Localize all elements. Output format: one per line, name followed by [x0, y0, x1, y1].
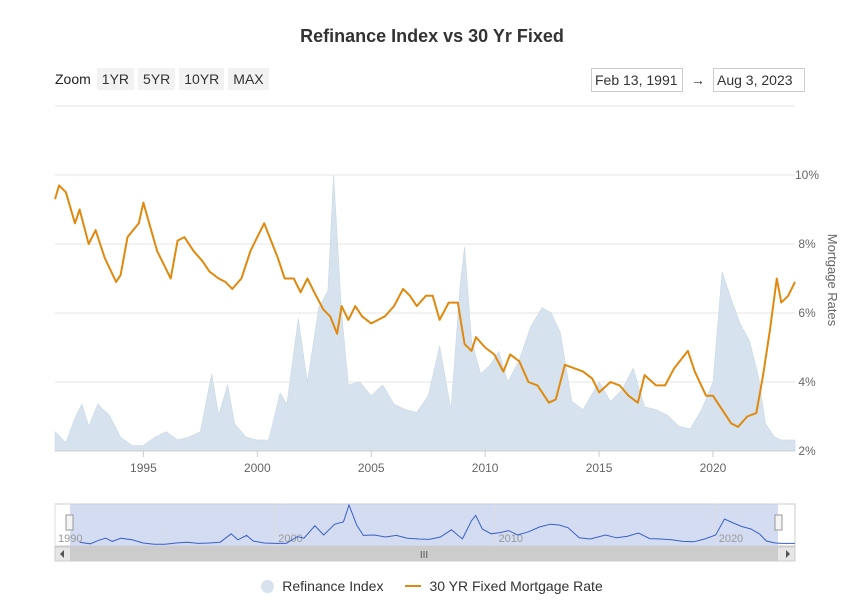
zoom-5yr-button[interactable]: 5YR: [138, 68, 176, 90]
legend-item-refinance[interactable]: Refinance Index: [261, 578, 383, 594]
legend-refinance-marker: [261, 579, 275, 593]
x-tick-label: 1995: [130, 461, 157, 475]
zoom-controls: Zoom 1YR 5YR 10YR MAX: [55, 68, 269, 90]
range-arrow: →: [691, 72, 705, 88]
legend-mortgage-marker: [405, 585, 422, 587]
navigator-tick-label: 1990: [58, 533, 82, 545]
navigator-ticks: 1990 2000 2010 2020: [54, 504, 743, 546]
navigator-tick-label: 2020: [719, 533, 743, 545]
legend-mortgage-label: 30 YR Fixed Mortgage Rate: [429, 578, 603, 594]
navigator-left-handle[interactable]: [65, 514, 74, 531]
legend-refinance-label: Refinance Index: [282, 578, 384, 594]
zoom-max-button[interactable]: MAX: [228, 68, 269, 90]
navigator-tick-label: 2000: [278, 533, 302, 545]
y-tick-label: 4%: [798, 375, 816, 389]
date-range: Feb 13, 1991 → Aug 3, 2023: [591, 68, 805, 92]
scroll-left-arrow-icon[interactable]: [60, 550, 64, 558]
legend-item-mortgage[interactable]: 30 YR Fixed Mortgage Rate: [405, 578, 603, 594]
x-tick-label: 2015: [586, 461, 613, 475]
y-tick-label: 10%: [795, 168, 819, 182]
navigator-series-line: [79, 503, 795, 545]
y-tick-label: 6%: [798, 306, 816, 320]
chart-title: Refinance Index vs 30 Yr Fixed: [300, 26, 564, 46]
zoom-1yr-button[interactable]: 1YR: [96, 68, 135, 90]
zoom-10yr-button[interactable]: 10YR: [179, 68, 225, 90]
y-axis-label: Mortgage Rates: [825, 234, 840, 327]
x-tick-label: 2000: [244, 461, 271, 475]
navigator-right-handle[interactable]: [774, 514, 783, 531]
scrollbar-grip: III: [420, 550, 428, 561]
zoom-label: Zoom: [55, 71, 91, 87]
y-axis: 2% 4% 6% 8% 10%: [795, 168, 819, 458]
range-from-input[interactable]: Feb 13, 1991: [591, 68, 683, 92]
range-to-input[interactable]: Aug 3, 2023: [713, 68, 805, 92]
mortgage-line-layer: [54, 184, 796, 428]
navigator-tick-label: 2010: [498, 533, 522, 545]
x-tick-label: 2005: [358, 461, 385, 475]
y-tick-label: 8%: [798, 237, 816, 251]
refinance-index-area: [54, 174, 796, 452]
y-tick-label: 2%: [798, 444, 816, 458]
navigator-scrollbar-thumb[interactable]: [70, 547, 778, 561]
scroll-right-arrow-icon[interactable]: [786, 550, 790, 558]
x-axis: 1995 2000 2005 2010 2015 2020: [55, 450, 795, 475]
legend: Refinance Index 30 YR Fixed Mortgage Rat…: [0, 578, 864, 594]
refinance-area-layer: [54, 174, 796, 452]
x-tick-label: 2020: [700, 461, 727, 475]
navigator-line-layer: [79, 503, 795, 545]
navigator[interactable]: 1990 2000 2010 2020 III: [54, 503, 796, 562]
x-tick-label: 2010: [472, 461, 499, 475]
mortgage-rate-line: [54, 184, 796, 428]
